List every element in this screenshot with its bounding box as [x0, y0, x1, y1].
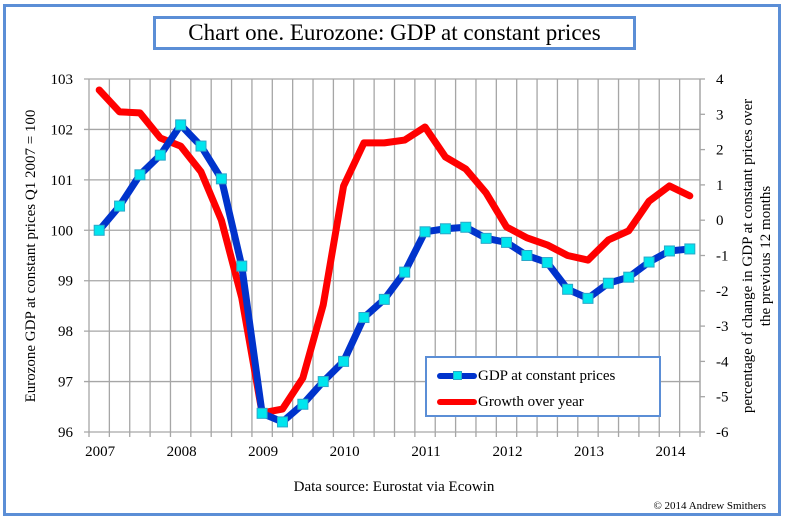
y-left-tick-label: 100: [51, 223, 74, 239]
gdp-point-marker: [317, 376, 329, 388]
gdp-point-marker: [338, 355, 350, 367]
x-tick-label: 2010: [330, 444, 360, 460]
y-axis-right-label-line2: the previous 12 months: [758, 186, 774, 327]
gdp-point-marker: [276, 416, 288, 428]
legend-line-red: [437, 399, 477, 405]
gdp-point-marker: [480, 232, 492, 244]
gdp-point-marker: [663, 245, 675, 257]
axes: [699, 78, 705, 433]
x-tick-label: 2012: [493, 444, 523, 460]
gdp-point-marker: [175, 119, 187, 131]
gdp-point-marker: [378, 293, 390, 305]
square-marker-icon: [453, 371, 462, 380]
gdp-point-marker: [623, 271, 635, 283]
x-tick-label: 2011: [411, 444, 440, 460]
data-source-note: Data source: Eurostat via Ecowin: [293, 479, 495, 495]
x-tick-label: 2014: [655, 444, 686, 460]
gdp-point-marker: [195, 140, 207, 152]
growth-line: [95, 86, 694, 417]
grid-lines: [84, 78, 701, 437]
y-right-tick-label: 4: [716, 72, 724, 88]
x-tick-label: 2009: [248, 444, 278, 460]
gdp-point-marker: [562, 283, 574, 295]
y-right-tick-label: 2: [716, 143, 724, 159]
gdp-point-marker: [215, 173, 227, 185]
legend-swatch-gdp: [437, 366, 477, 386]
y-left-tick-label: 99: [58, 274, 73, 290]
gdp-point-marker: [501, 236, 513, 248]
x-tick-label: 2007: [85, 444, 116, 460]
x-tick-label: 2013: [574, 444, 604, 460]
gdp-point-marker: [643, 256, 655, 268]
series-growth-over-year: [95, 86, 694, 417]
gdp-point-marker: [256, 407, 268, 419]
legend-item-growth: Growth over year: [437, 392, 584, 412]
gdp-point-marker: [358, 312, 370, 324]
y-left-tick-label: 102: [51, 122, 74, 138]
gdp-point-marker: [399, 266, 411, 278]
tick-labels: 96 97 98 99 100 101 102 103 -6 -5 -4 -3 -2 -1 0 1 2 3 4 200…: [51, 72, 729, 460]
gdp-point-marker: [439, 223, 451, 235]
gdp-point-marker: [93, 224, 105, 236]
gdp-point-marker: [541, 257, 553, 269]
chart-title: Chart one. Eurozone: GDP at constant pri…: [153, 16, 636, 50]
gdp-point-marker: [236, 260, 248, 272]
y-right-tick-label: -5: [716, 390, 729, 406]
y-right-tick-label: -4: [716, 354, 729, 370]
legend-swatch-growth: [437, 392, 477, 412]
series-gdp-constant-prices: [93, 119, 696, 428]
y-left-tick-label: 98: [58, 324, 73, 340]
gdp-point-marker: [114, 200, 126, 212]
copyright-note: © 2014 Andrew Smithers: [653, 500, 766, 512]
y-right-tick-label: 0: [716, 213, 724, 229]
gdp-point-marker: [602, 277, 614, 289]
y-left-tick-label: 96: [58, 425, 74, 441]
y-right-tick-label: -2: [716, 284, 729, 300]
y-axis-left-label: Eurozone GDP at constant prices Q1 2007 …: [23, 110, 39, 403]
y-right-tick-label: 1: [716, 178, 724, 194]
gdp-point-marker: [521, 250, 533, 261]
y-right-tick-label: -6: [716, 425, 729, 441]
legend-label-growth: Growth over year: [478, 393, 584, 410]
y-left-tick-label: 97: [58, 375, 74, 391]
y-left-tick-label: 101: [51, 173, 74, 189]
chart-title-text: Chart one. Eurozone: GDP at constant pri…: [188, 20, 601, 45]
gdp-point-marker: [154, 149, 166, 161]
legend-item-gdp: GDP at constant prices: [437, 366, 615, 386]
y-left-tick-label: 103: [51, 72, 74, 88]
gdp-point-marker: [684, 243, 696, 255]
x-tick-label: 2008: [167, 444, 197, 460]
y-axis-right-label-line1: percentage of change in GDP at constant …: [740, 99, 756, 413]
gdp-point-marker: [297, 398, 309, 410]
y-right-tick-label: -1: [716, 249, 729, 265]
y-right-tick-label: 3: [716, 107, 724, 123]
gdp-point-marker: [419, 226, 431, 238]
legend-label-gdp: GDP at constant prices: [478, 367, 616, 384]
y-right-tick-label: -3: [716, 319, 729, 335]
gdp-point-marker: [134, 169, 146, 181]
gdp-point-marker: [582, 292, 594, 304]
legend: GDP at constant prices Growth over year: [425, 356, 661, 417]
gdp-point-marker: [460, 221, 472, 233]
